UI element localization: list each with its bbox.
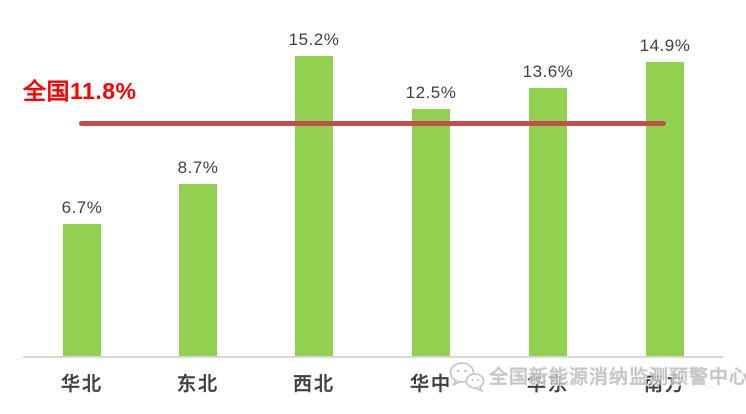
bar: [412, 109, 450, 356]
bar: [63, 224, 101, 356]
bar: [529, 88, 567, 356]
x-axis-label: 华中: [409, 374, 452, 395]
bar-value-label: 8.7%: [177, 158, 219, 177]
bar-value-label: 6.7%: [61, 198, 103, 217]
x-axis-label: 西北: [292, 374, 335, 395]
national-average-reference-line: [79, 121, 666, 126]
bar: [646, 62, 684, 356]
x-axis-label: 华东: [526, 374, 569, 395]
bar-value-label: 14.9%: [639, 36, 691, 55]
x-axis-label: 华北: [60, 374, 103, 395]
x-axis-line: [23, 356, 723, 358]
bar: [295, 56, 333, 356]
bar-value-label: 13.6%: [522, 62, 574, 81]
bar-value-label: 15.2%: [288, 30, 340, 49]
x-axis-label: 南方: [643, 374, 686, 395]
x-axis-label: 东北: [176, 374, 219, 395]
bar: [179, 184, 217, 356]
national-average-label: 全国11.8%: [23, 78, 137, 104]
bar-value-label: 12.5%: [405, 83, 457, 102]
